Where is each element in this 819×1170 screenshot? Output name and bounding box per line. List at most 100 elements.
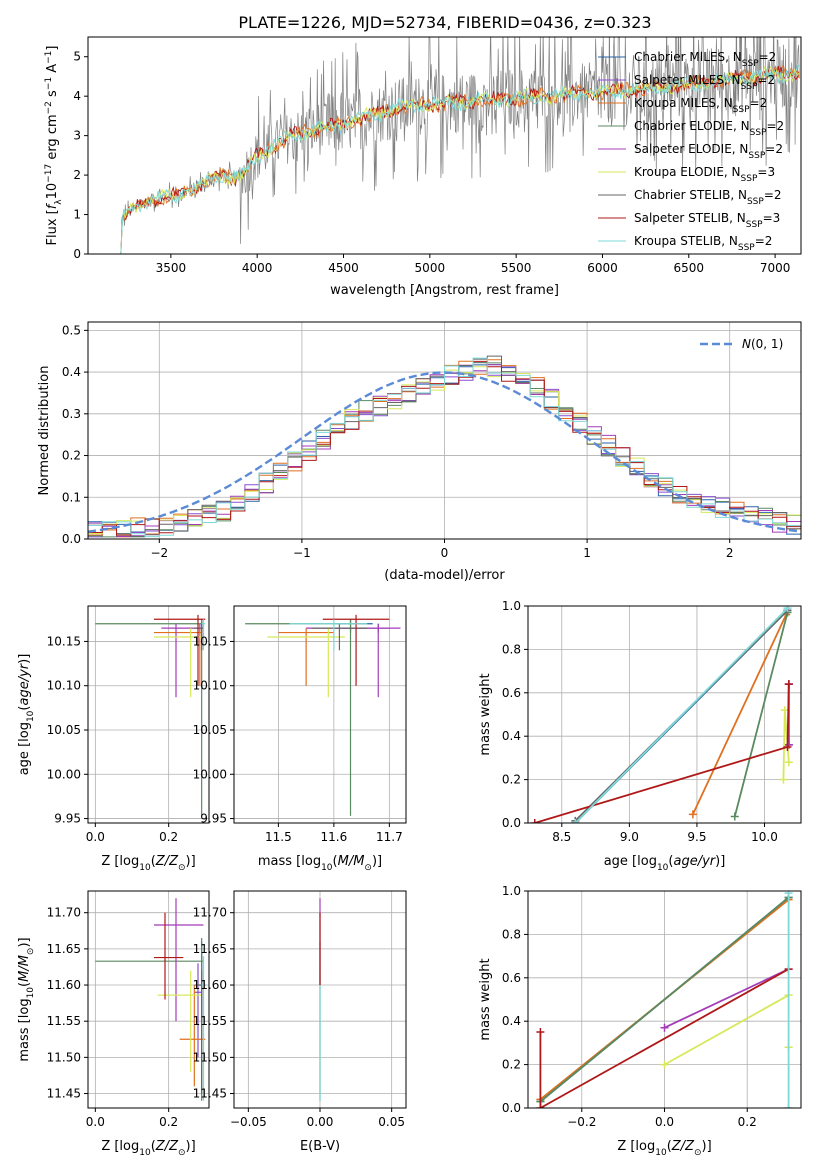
x-axis-label: Z [log10(Z/Z⊙)] xyxy=(617,1139,711,1158)
x-tick-label: 0.00 xyxy=(307,1115,334,1129)
x-axis-label: Z [log10(Z/Z⊙)] xyxy=(101,1139,195,1158)
model-spectrum-line xyxy=(120,62,800,254)
legend-label: Kroupa ELODIE, NSSP=3 xyxy=(634,165,775,184)
legend-label: Chabrier MILES, NSSP=2 xyxy=(634,50,776,69)
y-tick-label: 0.8 xyxy=(502,642,521,656)
y-tick-label: 0.6 xyxy=(502,971,521,985)
x-tick-label: −0.2 xyxy=(567,1115,596,1129)
x-tick-label: 4500 xyxy=(328,261,359,275)
x-tick-label: 9.5 xyxy=(687,830,706,844)
x-tick-label: 4000 xyxy=(242,261,273,275)
weight-line xyxy=(733,612,789,817)
x-tick-label: 11.7 xyxy=(376,830,403,844)
x-tick-label: 0.05 xyxy=(378,1115,405,1129)
y-tick-label: 10.10 xyxy=(193,679,227,693)
y-tick-label: 3 xyxy=(73,129,81,143)
x-tick-label: 8.5 xyxy=(552,830,571,844)
weight-marker xyxy=(660,1060,669,1069)
y-tick-label: 1.0 xyxy=(502,884,521,898)
panel-spectrum: 3500 4000 4500 5000 5500 6000 6500 7000 0 1 2 3 4 5 Fl… xyxy=(44,36,802,298)
x-tick-label: 2 xyxy=(726,546,734,560)
y-tick-label: 11.60 xyxy=(193,978,227,992)
y-tick-label: 0.0 xyxy=(62,532,81,546)
weight-marker xyxy=(660,1023,669,1032)
panel-mass-age: 11.5 11.6 11.7 9.95 10.00 10.05 10.10 10.15 mass… xyxy=(193,605,407,873)
histogram-step xyxy=(88,357,801,538)
y-tick-label: 11.60 xyxy=(47,978,81,992)
axes-frame xyxy=(87,890,210,1109)
y-tick-label: 11.70 xyxy=(47,906,81,920)
legend-label: Kroupa STELIB, NSSP=2 xyxy=(634,234,772,253)
legend-label: N(0, 1) xyxy=(742,337,783,351)
weight-marker xyxy=(571,819,580,823)
x-axis-label: (data-model)/error xyxy=(384,568,505,583)
plot-area xyxy=(530,606,793,823)
panel-age-weight: 8.5 9.0 9.5 10.0 0.0 0.2 0.4 0.6 0.8 1.0 age [log1… xyxy=(478,599,802,873)
plot-area xyxy=(88,355,801,538)
y-tick-label: 10.15 xyxy=(47,634,81,648)
x-tick-label: 0.0 xyxy=(655,1115,674,1129)
y-tick-label: 11.45 xyxy=(47,1087,81,1101)
panel-z-mass: 0.0 0.2 11.45 11.50 11.55 11.60 11.65 11.70 Z [l… xyxy=(17,890,210,1158)
y-tick-label: 10.10 xyxy=(47,679,81,693)
weight-marker xyxy=(688,810,697,819)
x-tick-label: 3500 xyxy=(156,261,187,275)
x-axis-label: mass [log10(M/M⊙)] xyxy=(258,854,382,873)
y-tick-label: 11.55 xyxy=(193,1014,227,1028)
y-tick-label: 11.55 xyxy=(47,1014,81,1028)
y-tick-label: 0.4 xyxy=(502,729,521,743)
x-tick-label: 0.0 xyxy=(86,1115,105,1129)
y-tick-label: 10.15 xyxy=(193,634,227,648)
weight-line xyxy=(539,968,790,1108)
x-tick-label: 11.5 xyxy=(265,830,292,844)
plot-area xyxy=(95,898,206,1101)
plot-area xyxy=(245,614,401,816)
y-tick-label: 0.3 xyxy=(62,407,81,421)
plot-area xyxy=(119,37,800,254)
plot-area xyxy=(536,891,793,1108)
legend-label: Salpeter ELODIE, NSSP=2 xyxy=(634,142,783,161)
y-tick-label: 9.95 xyxy=(54,812,81,826)
y-tick-label: 0.5 xyxy=(62,323,81,337)
plot-area xyxy=(95,614,206,816)
weight-marker xyxy=(530,819,539,823)
x-tick-label: −1 xyxy=(293,546,311,560)
x-axis-label: E(B-V) xyxy=(300,1139,340,1154)
x-tick-label: 1 xyxy=(583,546,591,560)
figure-title: PLATE=1226, MJD=52734, FIBERID=0436, z=0… xyxy=(238,13,651,32)
legend-label: Chabrier STELIB, NSSP=2 xyxy=(634,188,782,207)
y-tick-label: 1 xyxy=(73,208,81,222)
panel-residuals: −2 −1 0 1 2 0.0 0.1 0.2 0.3 0.4 0.5 N(0, 1) (data-mo… xyxy=(37,321,802,583)
x-tick-label: −0.05 xyxy=(230,1115,267,1129)
weight-marker xyxy=(783,606,792,613)
x-tick-label: 10.0 xyxy=(751,830,778,844)
y-tick-label: 10.00 xyxy=(47,767,81,781)
weight-line xyxy=(539,896,790,1103)
weight-marker xyxy=(536,1028,545,1037)
y-tick-label: 0.0 xyxy=(502,1101,521,1115)
y-tick-label: 11.65 xyxy=(47,942,81,956)
x-tick-label: 6500 xyxy=(674,261,705,275)
weight-marker xyxy=(784,1104,793,1108)
normal-curve xyxy=(88,371,801,533)
y-tick-label: 0.2 xyxy=(502,1058,521,1072)
y-tick-label: 4 xyxy=(73,89,81,103)
x-tick-label: 0 xyxy=(441,546,449,560)
x-axis-label: age [log10(age/yr)] xyxy=(604,854,726,873)
x-tick-label: 0.2 xyxy=(159,1115,178,1129)
y-axis-label: Normed distribution xyxy=(37,366,52,496)
legend-label: Kroupa MILES, NSSP=2 xyxy=(634,96,767,115)
y-tick-label: 0.2 xyxy=(62,449,81,463)
axes-frame xyxy=(87,605,210,824)
y-axis-label: age [log10(age/yr)] xyxy=(17,654,36,776)
x-tick-label: 11.6 xyxy=(321,830,348,844)
x-tick-label: 5000 xyxy=(415,261,446,275)
y-tick-label: 0.4 xyxy=(502,1014,521,1028)
weight-line xyxy=(664,968,789,1029)
y-axis-label: Flux [fλ10−17 erg cm−2 s−1 A−1] xyxy=(44,46,64,246)
y-tick-label: 9.95 xyxy=(200,812,227,826)
weight-marker xyxy=(784,891,793,898)
weight-marker xyxy=(784,758,793,767)
y-tick-label: 11.70 xyxy=(193,906,227,920)
